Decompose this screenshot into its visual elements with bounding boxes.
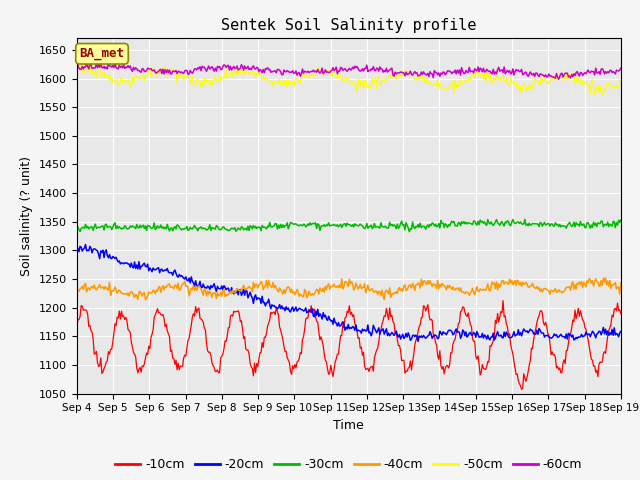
-30cm <box>406 229 413 235</box>
-20cm <box>369 330 376 336</box>
-20cm <box>606 330 614 336</box>
-30cm <box>332 222 339 228</box>
-10cm <box>617 311 625 316</box>
-30cm <box>606 221 614 227</box>
-20cm <box>521 328 529 334</box>
-40cm <box>520 282 527 288</box>
Y-axis label: Soil salinity (? unit): Soil salinity (? unit) <box>20 156 33 276</box>
-20cm <box>336 323 344 329</box>
-50cm <box>332 74 340 80</box>
-50cm <box>606 83 614 88</box>
-50cm <box>73 69 81 74</box>
-20cm <box>398 334 406 339</box>
-40cm <box>332 285 340 290</box>
-30cm <box>521 216 529 222</box>
-10cm <box>499 298 507 303</box>
-10cm <box>606 325 614 331</box>
-40cm <box>617 280 625 286</box>
-10cm <box>521 375 529 381</box>
-60cm <box>336 68 344 74</box>
-30cm <box>617 217 625 223</box>
Line: -20cm: -20cm <box>77 244 621 341</box>
-10cm <box>367 364 375 370</box>
-10cm <box>335 351 342 357</box>
-60cm <box>555 76 563 82</box>
Text: BA_met: BA_met <box>79 47 125 60</box>
-50cm <box>598 92 606 98</box>
-10cm <box>397 348 404 353</box>
-50cm <box>369 76 376 82</box>
-30cm <box>335 224 342 229</box>
-30cm <box>367 222 375 228</box>
-50cm <box>398 73 406 79</box>
-50cm <box>520 83 527 88</box>
X-axis label: Time: Time <box>333 419 364 432</box>
-40cm <box>398 286 406 292</box>
-40cm <box>602 275 609 281</box>
-60cm <box>617 65 625 71</box>
-40cm <box>369 286 376 292</box>
-30cm <box>73 228 81 233</box>
-50cm <box>74 61 82 67</box>
-50cm <box>336 70 344 76</box>
-40cm <box>141 297 149 302</box>
-30cm <box>397 221 404 227</box>
-40cm <box>336 282 344 288</box>
-40cm <box>606 277 614 283</box>
-10cm <box>518 386 525 392</box>
-10cm <box>332 359 339 365</box>
Legend: -10cm, -20cm, -30cm, -40cm, -50cm, -60cm: -10cm, -20cm, -30cm, -40cm, -50cm, -60cm <box>110 453 588 476</box>
-60cm <box>369 67 376 73</box>
-20cm <box>332 320 340 326</box>
-50cm <box>617 78 625 84</box>
-10cm <box>73 324 81 330</box>
-60cm <box>398 70 406 75</box>
Line: -50cm: -50cm <box>77 64 621 95</box>
-60cm <box>97 60 104 66</box>
-60cm <box>332 64 340 70</box>
Line: -10cm: -10cm <box>77 300 621 389</box>
-20cm <box>73 246 81 252</box>
-60cm <box>606 68 614 73</box>
Line: -60cm: -60cm <box>77 63 621 79</box>
-30cm <box>520 221 527 227</box>
-20cm <box>617 329 625 335</box>
Line: -30cm: -30cm <box>77 219 621 232</box>
-60cm <box>73 67 81 72</box>
-20cm <box>414 338 422 344</box>
Line: -40cm: -40cm <box>77 278 621 300</box>
Title: Sentek Soil Salinity profile: Sentek Soil Salinity profile <box>221 18 477 33</box>
-40cm <box>73 288 81 294</box>
-20cm <box>82 241 90 247</box>
-60cm <box>520 72 527 77</box>
